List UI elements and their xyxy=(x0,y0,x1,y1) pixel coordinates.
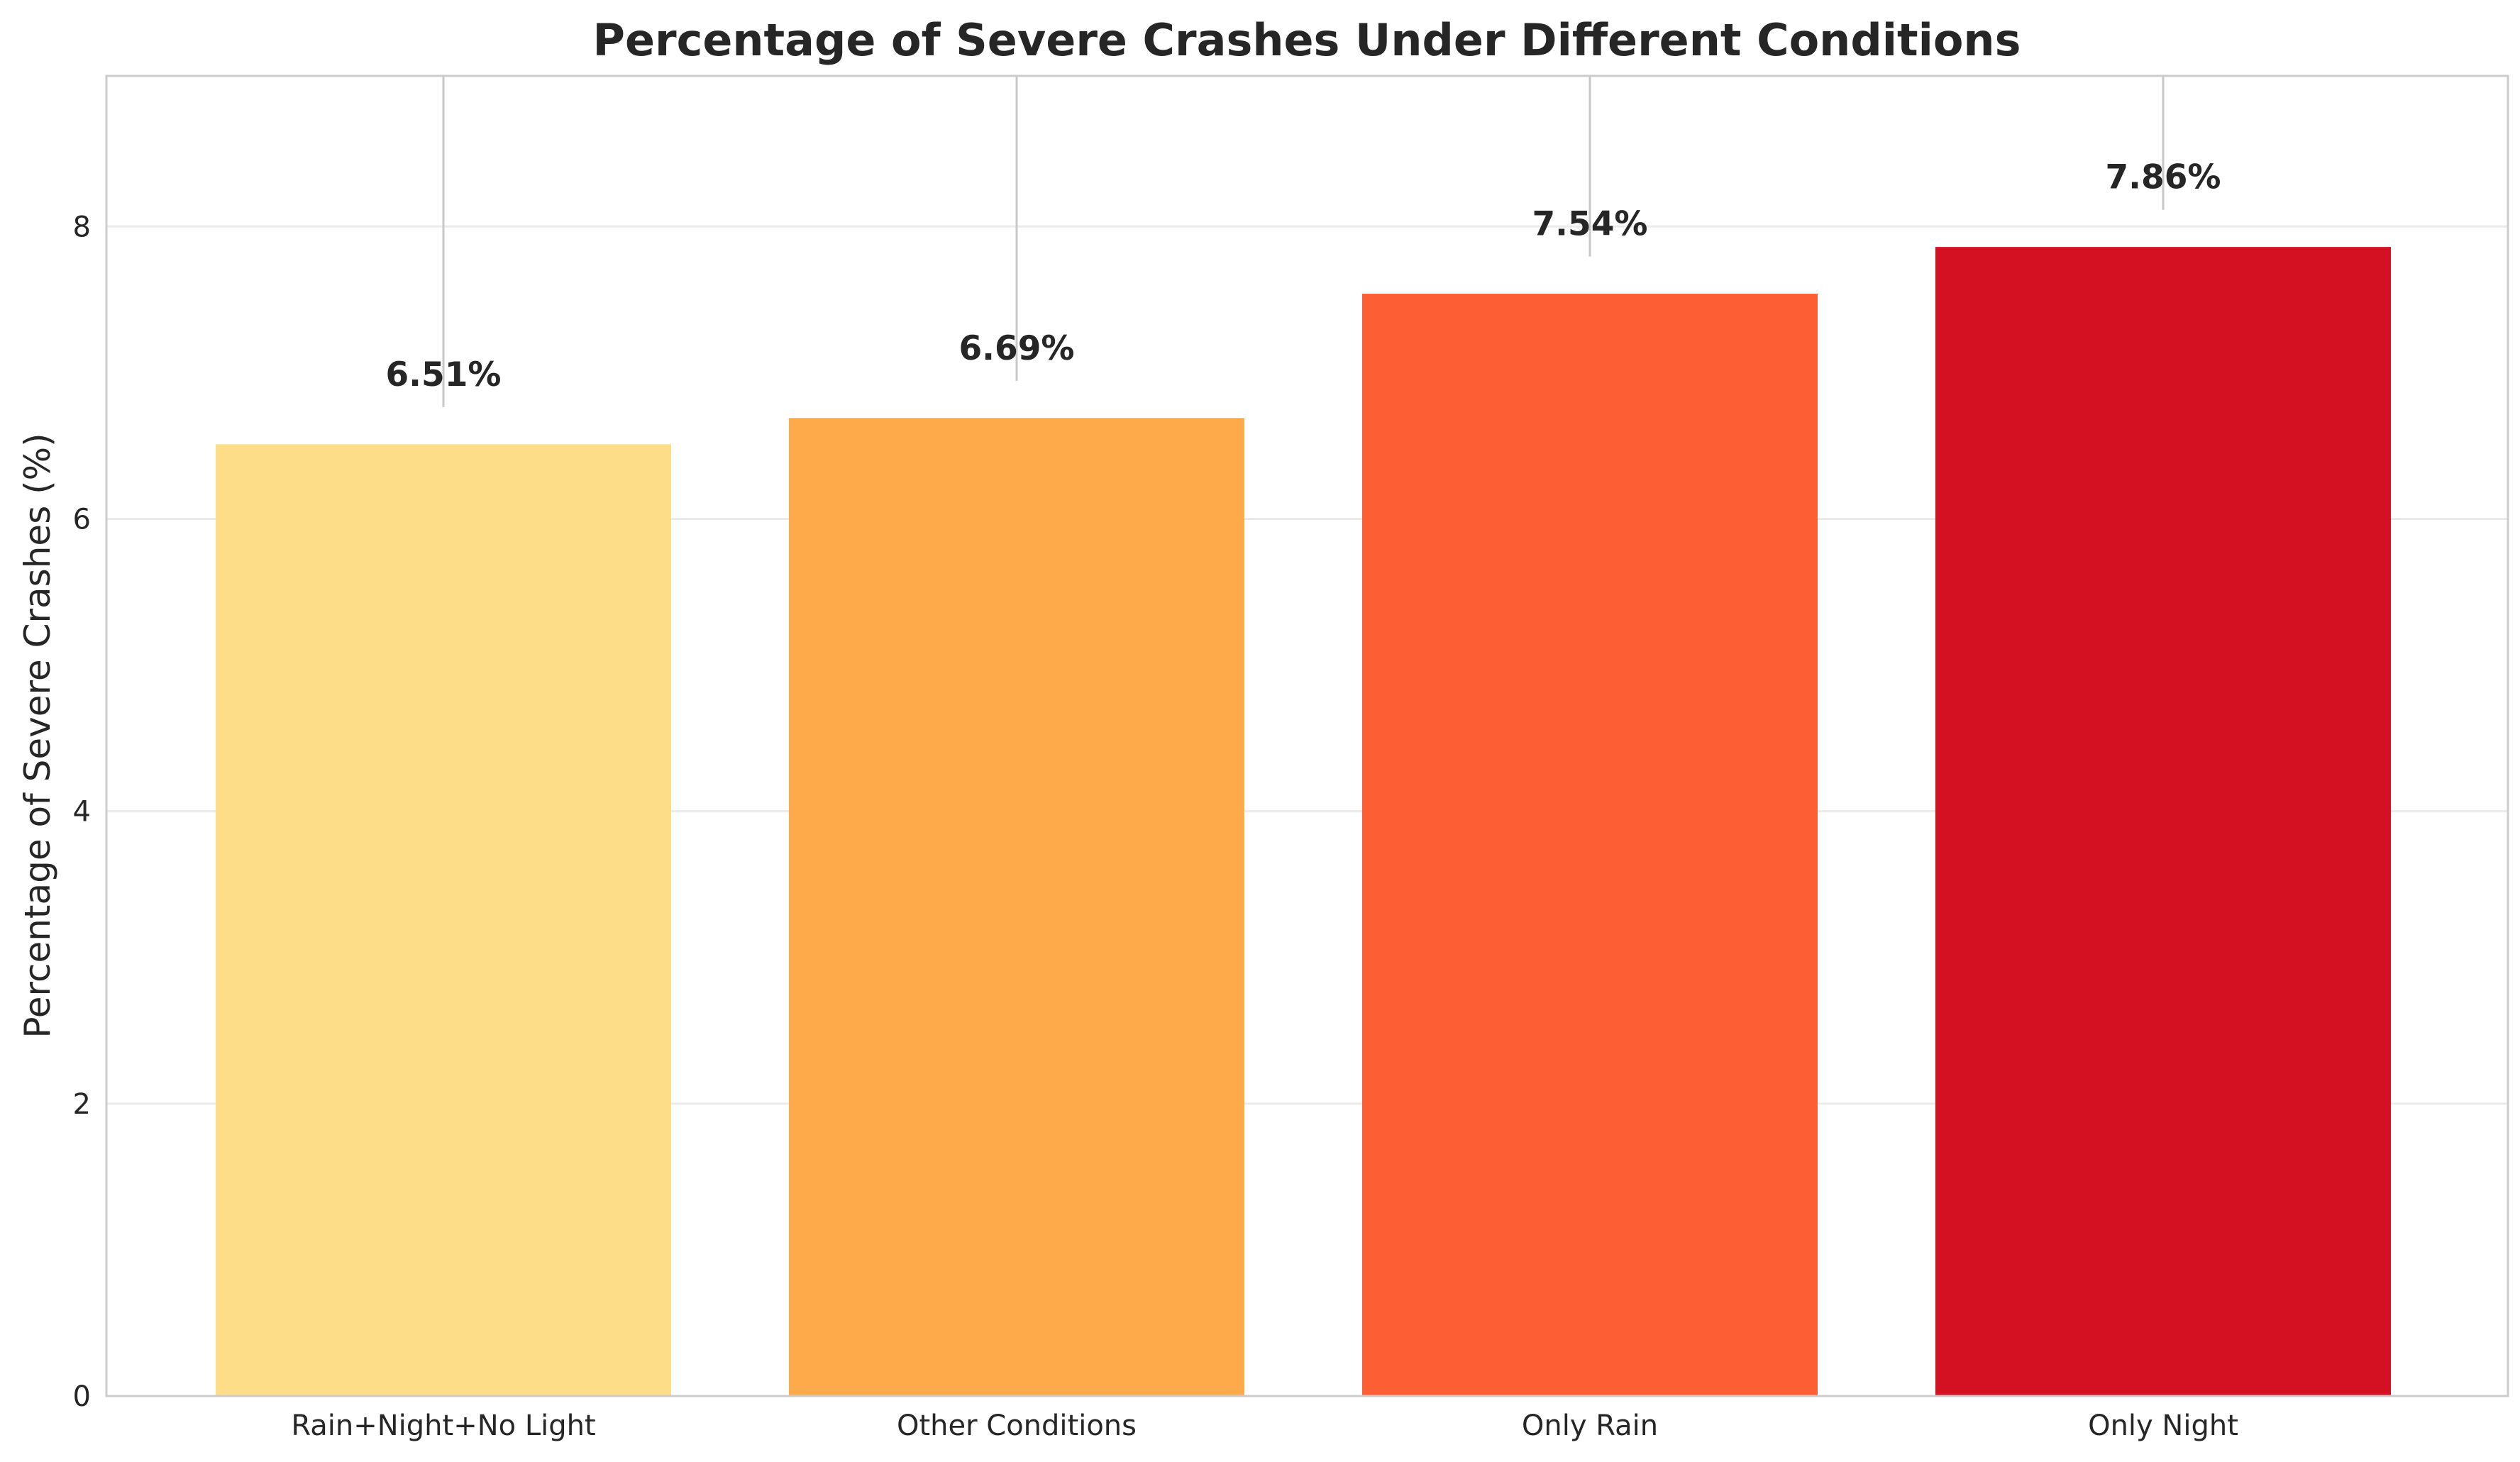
x-tick-label: Other Conditions xyxy=(897,1410,1137,1442)
bar xyxy=(1362,294,1818,1396)
bar xyxy=(789,418,1244,1397)
x-axis-ticks: Rain+Night+No Light Other Conditions Only … xyxy=(291,1410,2238,1442)
bar xyxy=(1935,247,2391,1397)
y-axis-label: Percentage of Severe Crashes (%) xyxy=(17,433,58,1038)
bar xyxy=(216,444,671,1396)
label-stems xyxy=(442,76,2165,407)
x-tick-label: Only Night xyxy=(2088,1410,2238,1442)
y-tick-label: 8 xyxy=(73,211,91,243)
y-tick-label: 6 xyxy=(73,503,91,536)
chart-title: Percentage of Severe Crashes Under Diffe… xyxy=(593,14,2021,66)
plot-frame xyxy=(105,74,2509,1397)
x-tick-label: Rain+Night+No Light xyxy=(291,1410,595,1442)
bars xyxy=(216,247,2391,1397)
y-tick-label: 0 xyxy=(73,1380,91,1413)
y-tick-label: 2 xyxy=(73,1088,91,1121)
bar-value-label: 6.69% xyxy=(958,329,1074,368)
value-labels: 6.51% 6.69% 7.54% 7.86% xyxy=(385,158,2221,394)
bar-value-label: 7.54% xyxy=(1532,205,1647,244)
x-tick-label: Only Rain xyxy=(1522,1410,1658,1442)
bar-value-label: 7.86% xyxy=(2105,158,2221,197)
y-axis-ticks: 0 2 4 6 8 xyxy=(73,211,91,1413)
bar-value-label: 6.51% xyxy=(385,355,501,394)
y-tick-label: 4 xyxy=(73,796,91,829)
